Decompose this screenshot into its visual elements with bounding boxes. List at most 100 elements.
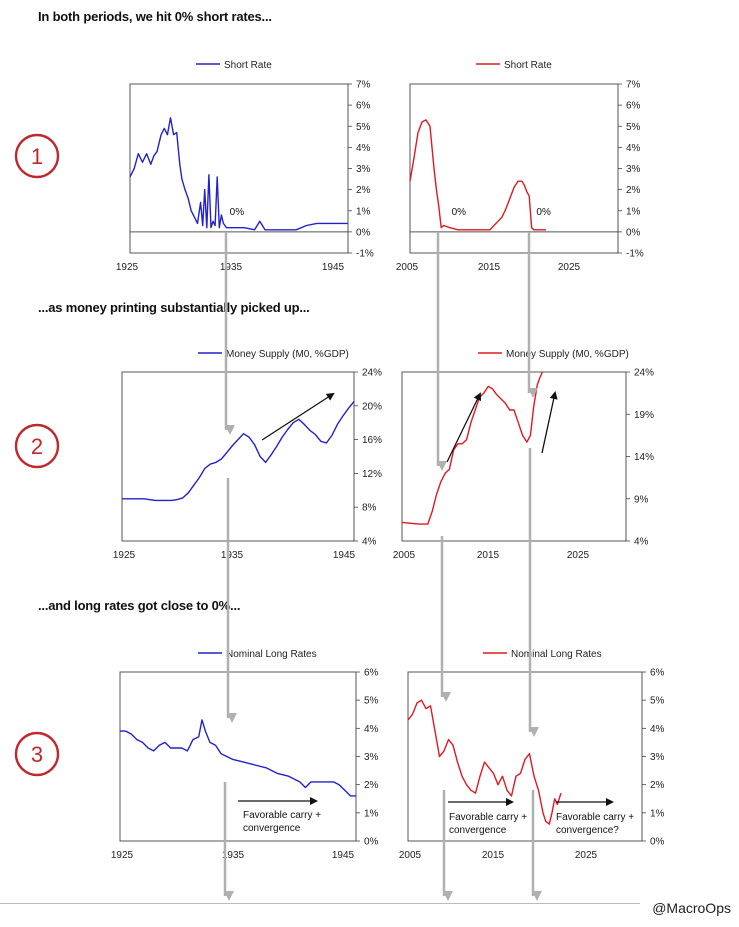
series-line <box>401 371 544 525</box>
legend-label: Money Supply (M0, %GDP) <box>506 349 629 360</box>
y-tick-label: 24% <box>634 368 654 379</box>
legend-label: Short Rate <box>224 60 272 71</box>
heading-money-printing: ...as money printing substantially picke… <box>38 300 310 315</box>
note-carry-1925-line2: convergence <box>243 823 301 834</box>
x-tick-label: 2025 <box>567 550 590 561</box>
y-tick-label: 7% <box>356 80 371 91</box>
y-tick-label: 5% <box>626 122 641 133</box>
y-tick-label: 2% <box>650 780 665 791</box>
note-carry-2005a-line2: convergence <box>449 825 507 836</box>
x-tick-label: 1925 <box>116 262 139 273</box>
series-line <box>407 699 562 825</box>
legend-label: Short Rate <box>504 60 552 71</box>
y-tick-label: 2% <box>626 185 641 196</box>
plot-frame <box>121 371 355 542</box>
series-line <box>122 401 355 502</box>
series-line <box>120 719 356 797</box>
trend-arrow-money-2005-a <box>446 392 481 463</box>
annotation-label: 0% <box>452 207 467 218</box>
y-tick-label: -1% <box>356 249 374 260</box>
step-circle-3: 3 <box>14 731 60 777</box>
x-tick-label: 1945 <box>332 850 355 861</box>
x-tick-label: 2015 <box>482 850 505 861</box>
x-tick-label: 1925 <box>111 850 134 861</box>
y-tick-label: 0% <box>356 227 371 238</box>
annotation-label: 0% <box>536 207 551 218</box>
y-tick-label: 5% <box>364 696 379 707</box>
chart-long_2005: 0% 1% 2% 3% 4% 5% 6% 2005 2015 2025 Nominal Long R… <box>399 649 665 861</box>
y-tick-label: 16% <box>362 435 382 446</box>
x-tick-label: 2025 <box>575 850 598 861</box>
y-tick-label: 7% <box>626 80 641 91</box>
y-tick-label: 0% <box>364 837 379 848</box>
heading-short-rates: In both periods, we hit 0% short rates..… <box>38 9 272 24</box>
x-tick-label: 1935 <box>222 850 245 861</box>
y-tick-label: -1% <box>626 249 644 260</box>
x-tick-label: 2005 <box>396 262 419 273</box>
step-circle-2: 2 <box>14 423 60 469</box>
y-tick-label: 20% <box>362 401 382 412</box>
y-tick-label: 3% <box>650 752 665 763</box>
y-tick-label: 12% <box>362 469 382 480</box>
y-tick-label: 2% <box>356 185 371 196</box>
y-tick-label: 1% <box>626 206 641 217</box>
y-tick-label: 6% <box>356 101 371 112</box>
y-tick-label: 4% <box>634 537 649 548</box>
x-tick-label: 1945 <box>322 262 345 273</box>
x-tick-label: 2005 <box>393 550 416 561</box>
y-tick-label: 1% <box>650 808 665 819</box>
y-tick-label: 4% <box>626 143 641 154</box>
y-tick-label: 6% <box>626 101 641 112</box>
legend-label: Nominal Long Rates <box>511 649 602 660</box>
note-carry-2005a-line1: Favorable carry + <box>449 812 527 823</box>
y-tick-label: 1% <box>356 206 371 217</box>
note-carry-2005b-line2: convergence? <box>556 825 619 836</box>
chart-money_2005: 4% 9% 14% 19% 24% 2005 2015 2025 Money Supply (M… <box>393 349 654 561</box>
y-tick-label: 0% <box>626 227 641 238</box>
step-number: 3 <box>31 742 43 767</box>
x-tick-label: 1935 <box>220 262 243 273</box>
note-carry-2005b-line1: Favorable carry + <box>556 812 634 823</box>
y-tick-label: 3% <box>626 164 641 175</box>
step-number: 1 <box>31 144 43 169</box>
y-tick-label: 9% <box>634 494 649 505</box>
footer-divider <box>0 903 640 904</box>
annotation-label: 0% <box>230 207 245 218</box>
x-tick-label: 2015 <box>477 550 500 561</box>
y-tick-label: 2% <box>364 780 379 791</box>
y-tick-label: 19% <box>634 410 654 421</box>
y-tick-label: 4% <box>364 724 379 735</box>
chart-short_2005: -1% 0% 1% 2% 3% 4% 5% 6% 7% 2005 2015 2025 Short Rat… <box>396 60 644 273</box>
series-line <box>129 117 348 231</box>
y-tick-label: 6% <box>650 668 665 679</box>
plot-frame <box>401 371 627 542</box>
series-line <box>409 119 546 231</box>
heading-long-rates: ...and long rates got close to 0%... <box>38 598 241 613</box>
trend-arrow-money-2005-b <box>541 391 558 454</box>
y-tick-label: 1% <box>364 808 379 819</box>
y-tick-label: 5% <box>356 122 371 133</box>
legend-label: Money Supply (M0, %GDP) <box>226 349 349 360</box>
y-tick-label: 14% <box>634 452 654 463</box>
y-tick-label: 5% <box>650 696 665 707</box>
y-tick-label: 3% <box>364 752 379 763</box>
x-tick-label: 1935 <box>221 550 244 561</box>
y-tick-label: 4% <box>650 724 665 735</box>
step-circle-1: 1 <box>14 133 60 179</box>
chart-long_1925: 0% 1% 2% 3% 4% 5% 6% 1925 1935 1945 Nominal Long R… <box>111 649 379 861</box>
chart-money_1925: 4% 8% 12% 16% 20% 24% 1925 1935 1945 Money Supply… <box>113 349 382 561</box>
step-number: 2 <box>31 434 43 459</box>
x-tick-label: 1925 <box>113 550 136 561</box>
x-tick-label: 1945 <box>333 550 356 561</box>
y-tick-label: 0% <box>650 837 665 848</box>
credit-label: @MacroOps <box>652 900 731 916</box>
y-tick-label: 4% <box>356 143 371 154</box>
trend-arrow-money-1925 <box>261 392 335 441</box>
x-tick-label: 2015 <box>478 262 501 273</box>
y-tick-label: 3% <box>356 164 371 175</box>
note-carry-1925-line1: Favorable carry + <box>243 810 321 821</box>
y-tick-label: 6% <box>364 668 379 679</box>
x-tick-label: 2025 <box>558 262 581 273</box>
y-tick-label: 4% <box>362 537 377 548</box>
